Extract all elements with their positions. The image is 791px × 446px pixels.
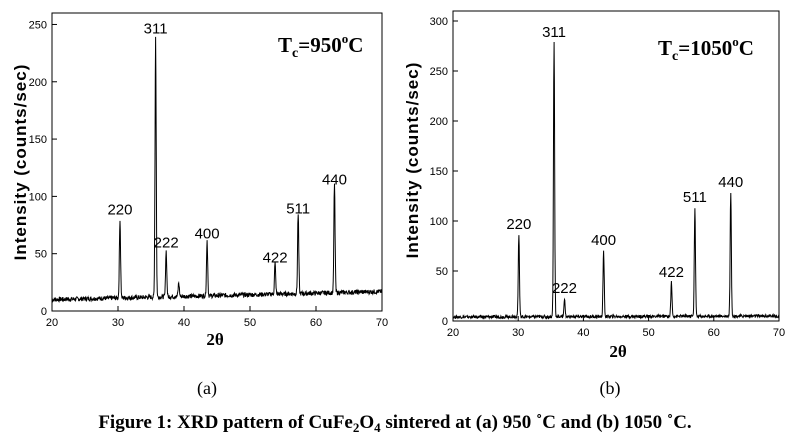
x-tick-label-70: 70 (376, 317, 388, 329)
y-tick-label-300: 300 (430, 16, 448, 28)
y-tick-label-0: 0 (41, 306, 47, 318)
y-tick-label-200: 200 (430, 116, 448, 128)
xrd-line-b (452, 41, 780, 321)
y-axis-label-b: Intensity (counts/sec) (403, 62, 422, 259)
y-tick-label-100: 100 (430, 216, 448, 228)
x-tick-label-40: 40 (178, 317, 190, 329)
y-tick-label-50: 50 (436, 266, 448, 278)
x-tick-label-50: 50 (244, 317, 256, 329)
peak-label-422: 422 (659, 264, 684, 281)
x-tick-label-20: 20 (46, 317, 58, 329)
figure-caption: Figure 1: XRD pattern of CuFe2O4 sintere… (98, 412, 691, 435)
axis-ticks-b: 20 30 40 50 60 70 0 50 100 150 200 250 300 (430, 16, 785, 339)
peak-label-222: 222 (552, 280, 577, 297)
peak-label-220: 220 (107, 201, 132, 218)
x-tick-label-30: 30 (512, 327, 524, 339)
x-tick-label-30: 30 (112, 317, 124, 329)
peak-labels-b: 220 311 222 400 422 511 440 (506, 24, 743, 297)
temp-annotation-a: Tc=950oC (278, 31, 363, 61)
y-tick-label-0: 0 (442, 316, 448, 328)
temp-annotation-b: Tc=1050oC (658, 34, 754, 64)
peak-label-311: 311 (144, 20, 168, 37)
x-axis-label-a: 2θ (206, 330, 224, 349)
y-tick-label-150: 150 (29, 134, 47, 146)
x-tick-label-50: 50 (642, 327, 654, 339)
y-axis-label-a: Intensity (counts/sec) (11, 64, 30, 261)
peak-label-222: 222 (154, 235, 179, 252)
plot-frame-a (51, 12, 383, 312)
plot-frame-b (452, 10, 780, 322)
x-axis-label-b: 2θ (609, 342, 627, 361)
y-tick-label-150: 150 (430, 166, 448, 178)
peak-label-511: 511 (683, 189, 707, 206)
x-tick-label-70: 70 (773, 327, 785, 339)
peak-label-400: 400 (591, 232, 616, 249)
y-tick-label-250: 250 (29, 19, 47, 31)
peak-label-400: 400 (195, 226, 220, 243)
y-tick-label-50: 50 (35, 249, 47, 261)
xrd-line-a (51, 36, 383, 303)
peak-label-440: 440 (322, 172, 347, 189)
peak-label-220: 220 (506, 216, 531, 233)
peak-label-422: 422 (263, 250, 288, 267)
peak-labels-a: 220 311 222 400 422 511 440 (107, 20, 347, 266)
axis-ticks-a: 20 30 40 50 60 70 0 50 100 150 200 250 (29, 19, 388, 329)
y-tick-label-250: 250 (430, 66, 448, 78)
peak-label-440: 440 (718, 174, 743, 191)
peak-label-511: 511 (286, 200, 310, 217)
y-tick-label-100: 100 (29, 191, 47, 203)
chart-a: 20 30 40 50 60 70 0 50 100 150 200 250 220 311 222 400… (11, 12, 388, 399)
x-tick-label-40: 40 (577, 327, 589, 339)
x-tick-label-60: 60 (708, 327, 720, 339)
x-tick-label-60: 60 (310, 317, 322, 329)
chart-b: 20 30 40 50 60 70 0 50 100 150 200 250 300 220 311 222… (403, 10, 785, 399)
y-tick-label-200: 200 (29, 77, 47, 89)
panel-label-a: (a) (197, 378, 217, 399)
panel-label-b: (b) (600, 378, 621, 399)
x-tick-label-20: 20 (447, 327, 459, 339)
peak-label-311: 311 (542, 24, 566, 41)
